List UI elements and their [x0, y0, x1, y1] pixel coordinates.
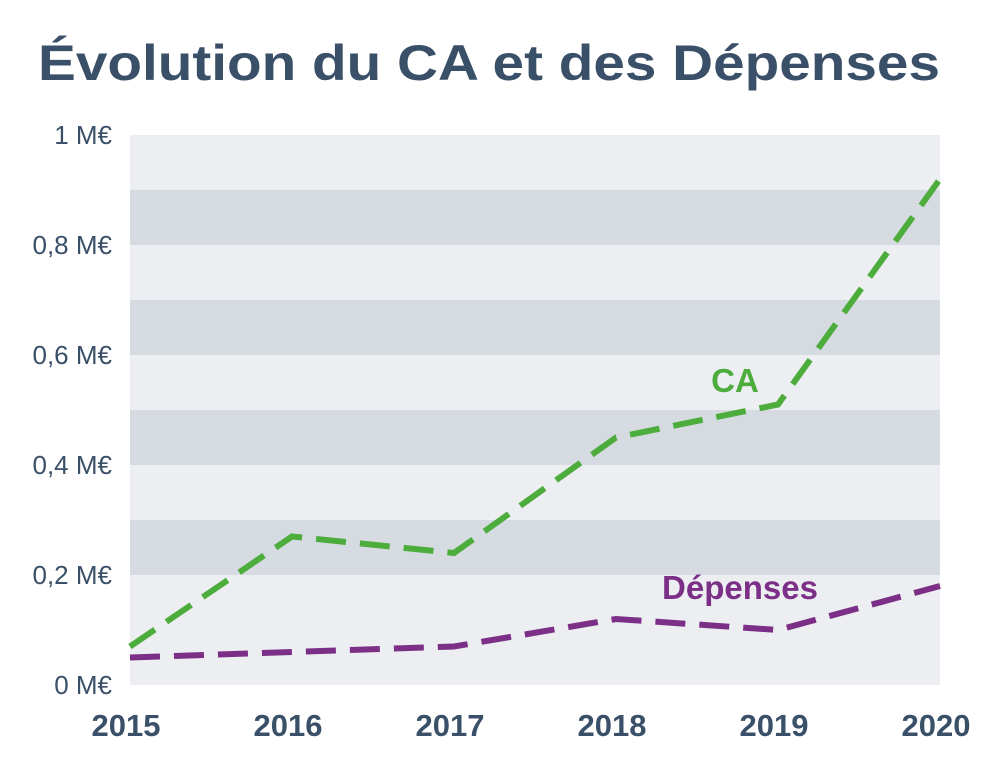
- x-tick-label: 2020: [902, 708, 971, 743]
- x-tick-label: 2015: [92, 708, 161, 743]
- y-tick-label: 1 M€: [54, 120, 112, 150]
- grid-band: [130, 520, 940, 575]
- grid-band: [130, 575, 940, 630]
- y-tick-label: 0,6 M€: [33, 340, 113, 370]
- series-label-ca: CA: [711, 362, 759, 399]
- y-axis: 1 M€ 0,8 M€ 0,6 M€ 0,4 M€ 0,2 M€ 0 M€: [33, 120, 113, 700]
- y-tick-label: 0,4 M€: [33, 450, 113, 480]
- grid-band: [130, 190, 940, 245]
- series-lines: [128, 177, 943, 661]
- grid-band: [130, 410, 940, 465]
- x-tick-label: 2018: [578, 708, 647, 743]
- y-tick-label: 0,2 M€: [33, 560, 113, 590]
- series-label-depenses: Dépenses: [662, 569, 818, 606]
- y-tick-label: 0,8 M€: [33, 230, 113, 260]
- x-axis: 2015 2016 2017 2018 2019 2020: [92, 708, 971, 743]
- x-tick-label: 2017: [416, 708, 485, 743]
- grid-band: [130, 245, 940, 300]
- y-tick-label: 0 M€: [54, 670, 112, 700]
- grid-band: [130, 630, 940, 685]
- grid-band: [130, 300, 940, 355]
- series-line-depenses: [129, 583, 941, 661]
- x-tick-label: 2019: [740, 708, 809, 743]
- plot-background: [130, 135, 940, 685]
- grid-band: [130, 355, 940, 410]
- chart-title: Évolution du CA et des Dépenses: [38, 35, 940, 91]
- x-tick-label: 2016: [254, 708, 323, 743]
- series-line-ca: [128, 177, 943, 649]
- grid-band: [130, 135, 940, 190]
